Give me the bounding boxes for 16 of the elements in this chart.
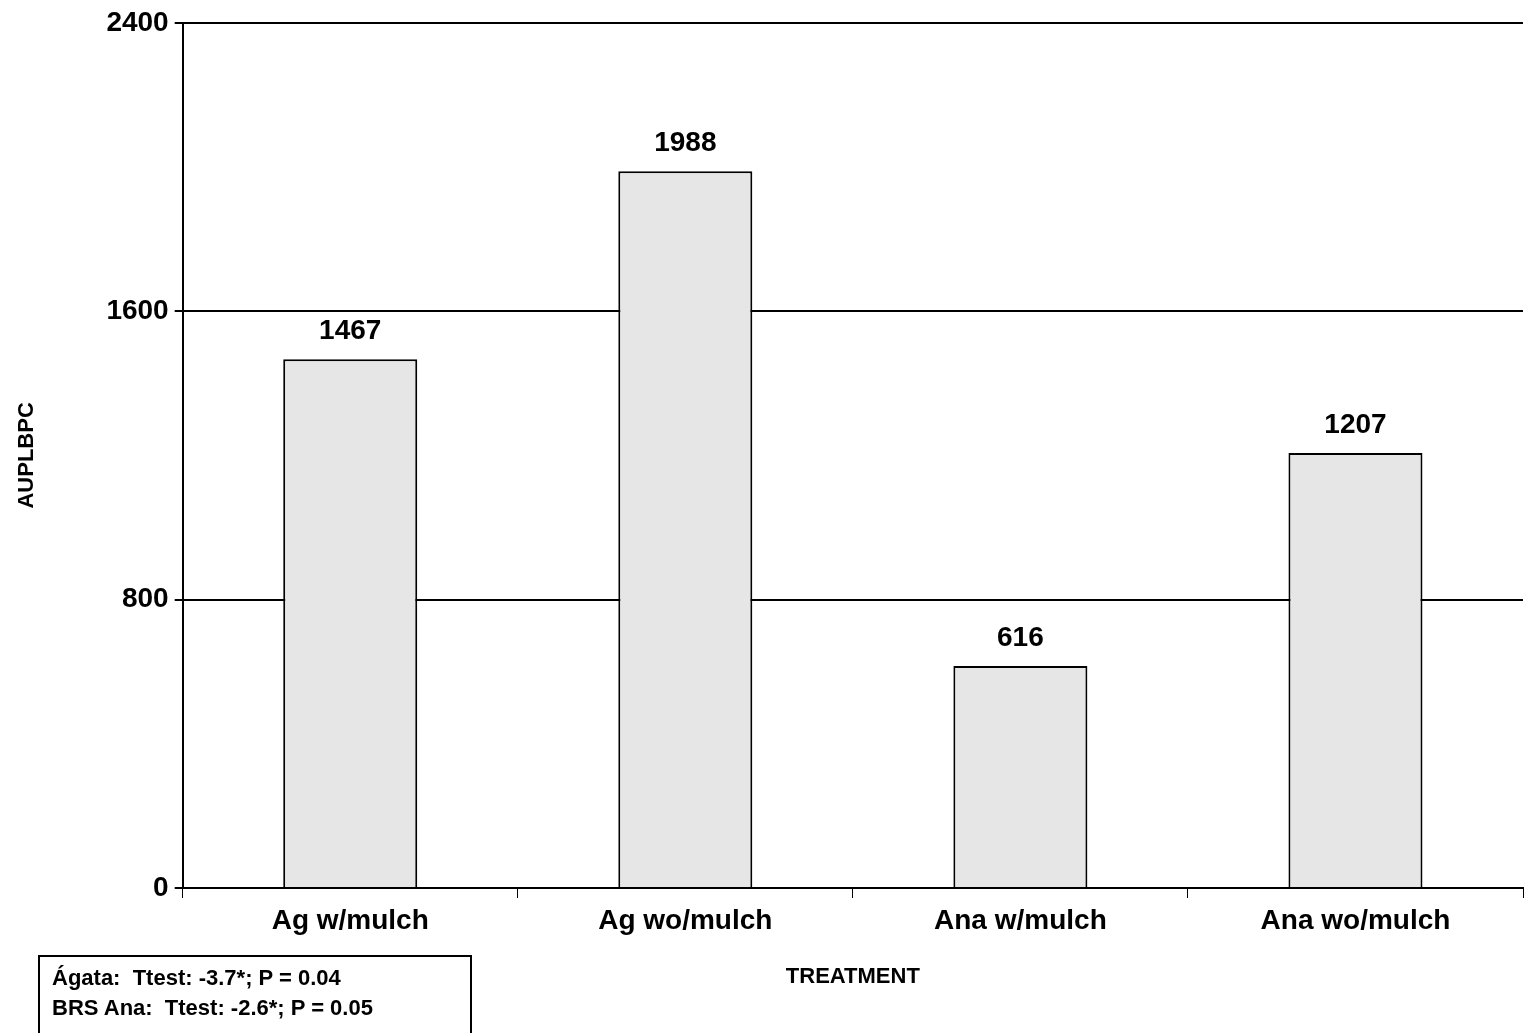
x-tick-label: Ana w/mulch <box>934 903 1107 935</box>
data-label: 616 <box>997 620 1044 652</box>
data-label: 1467 <box>319 313 382 345</box>
text: BRS Ana: Ttest: -2.6*; P = 0.05 <box>52 994 374 1022</box>
data-label: 1207 <box>1324 407 1387 439</box>
data-label: 1988 <box>654 126 717 158</box>
x-tick-label: Ag w/mulch <box>271 903 429 935</box>
x-axis-title: TREATMENT <box>785 962 921 988</box>
text: Ágata: Ttest: -3.7*; P = 0.04 <box>52 964 342 992</box>
y-tick-label: 800 <box>121 582 169 614</box>
y-axis-title: AUPLBPC <box>13 402 39 509</box>
x-tick-label: Ana wo/mulch <box>1260 903 1451 935</box>
y-tick-label: 2400 <box>106 5 169 37</box>
x-tick-label: Ag wo/mulch <box>598 903 773 935</box>
y-tick-label: 0 <box>153 870 169 902</box>
y-tick-label: 1600 <box>106 293 169 325</box>
